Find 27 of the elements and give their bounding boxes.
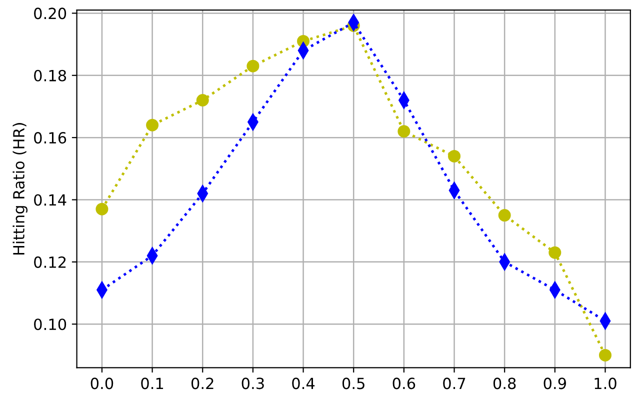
y-tick-label: 0.20 — [34, 8, 66, 20]
x-tick-label: 0.7 — [443, 378, 466, 390]
x-tick-label: 0.6 — [392, 378, 416, 390]
y-tick-label: 0.18 — [34, 70, 66, 82]
point — [96, 202, 108, 216]
x-tick-label: 0.8 — [493, 378, 516, 390]
y-tick-label: 0.10 — [34, 318, 66, 330]
point — [196, 94, 209, 107]
x-tick-label: 1.0 — [594, 378, 616, 390]
x-tick-label: 0.9 — [544, 378, 566, 390]
point — [548, 246, 562, 259]
point — [146, 118, 159, 132]
x-tick-label: 0.0 — [90, 378, 114, 390]
y-tick-label: 0.16 — [34, 132, 66, 144]
x-tick-label: 0.4 — [292, 378, 315, 390]
point — [398, 125, 410, 138]
x-tick-label: 0.1 — [141, 378, 164, 390]
x-tick-label: 0.2 — [191, 378, 214, 390]
y-axis-title: Hitting Ratio (HR) — [12, 123, 28, 255]
x-tick-label: 0.3 — [242, 378, 264, 390]
y-tick-label: 0.14 — [34, 194, 66, 206]
y-tick-label: 0.12 — [34, 256, 66, 268]
point — [598, 348, 612, 362]
point — [448, 150, 461, 162]
x-tick-label: 0.5 — [342, 378, 364, 390]
point — [498, 209, 511, 222]
point — [246, 60, 260, 72]
